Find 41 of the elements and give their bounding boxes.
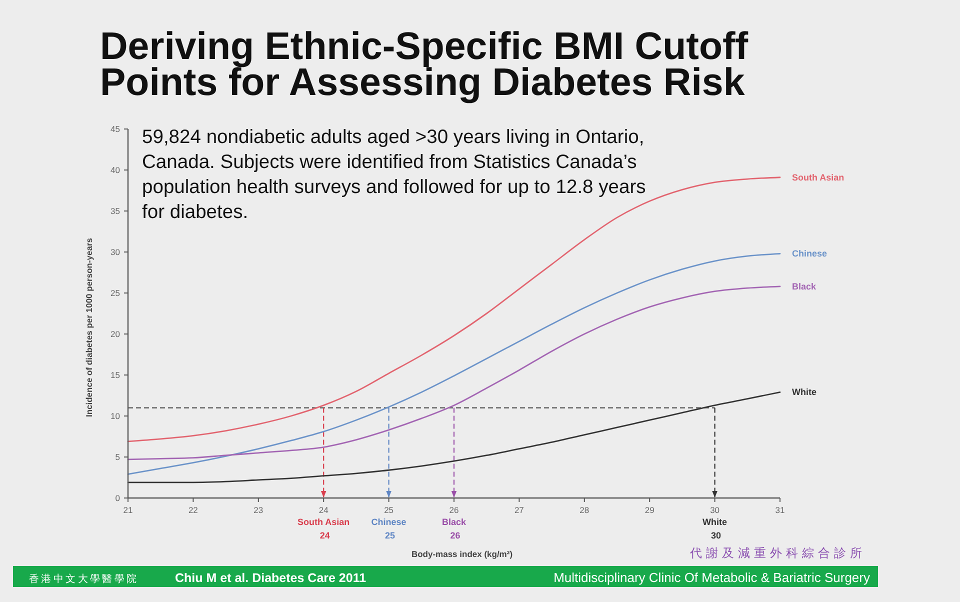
series-label: Chinese [792, 248, 828, 259]
x-tick-label: 22 [188, 505, 198, 515]
y-axis-title: Incidence of diabetes per 1000 person-years [84, 238, 94, 418]
y-tick-label: 35 [110, 206, 120, 216]
text: Multidisciplinary Clinic Of Metabolic & Bariatric Surgery [554, 570, 870, 585]
y-tick-label: 45 [110, 124, 120, 134]
y-tick-label: 30 [110, 247, 120, 257]
y-tick-label: 20 [110, 329, 120, 339]
ref-line-label: Black 26 [442, 517, 467, 540]
x-tick-label: 27 [514, 505, 524, 515]
text: Chiu M et al. Diabetes Care 2011 [175, 571, 366, 585]
y-tick-label: 10 [110, 411, 120, 421]
series-label: Black [792, 281, 818, 292]
line-series [127, 392, 781, 484]
x-tick-label: 30 [710, 505, 720, 515]
x-tick-label: 26 [449, 505, 459, 515]
y-tick-label: 5 [115, 452, 120, 462]
x-tick-label: 31 [775, 505, 785, 515]
x-tick-label: 29 [644, 505, 655, 515]
ref-line-label: Chinese 25 [371, 517, 406, 540]
line-series [127, 176, 781, 442]
series-label: White [792, 387, 816, 398]
x-tick-label: 21 [123, 505, 133, 515]
line-series [127, 252, 781, 475]
annotation: 59,824 nondiabetic adults aged >30 years living in Ontario, Canada. Subjects were identified from Statistics Canada’s population health surveys and followed for up to 12.8 years for diabetes. [142, 127, 646, 223]
chart-title: Deriving Ethnic-Specific BMI Cutoff Points for Assessing Diabetes Risk [100, 25, 748, 104]
x-tick-label: 24 [318, 505, 329, 515]
y-tick-label: 15 [110, 370, 120, 380]
x-tick-label: 28 [580, 505, 590, 515]
ref-line-label: South Asian 24 [298, 517, 350, 540]
line-series [127, 286, 781, 460]
x-tick-label: 23 [254, 505, 264, 515]
y-tick-label: 0 [115, 493, 120, 503]
y-tick-label: 25 [110, 288, 120, 298]
x-axis-title: Body-mass index (kg/m²) [411, 549, 513, 559]
x-tick-label: 25 [384, 505, 394, 515]
text: 代謝及減重外科綜合診所 [689, 546, 866, 560]
ref-line-label: White 30 [702, 517, 728, 540]
series-label: South Asian [792, 172, 844, 182]
text: 香港中文大學醫學院 [29, 573, 139, 585]
y-tick-label: 40 [110, 165, 120, 175]
